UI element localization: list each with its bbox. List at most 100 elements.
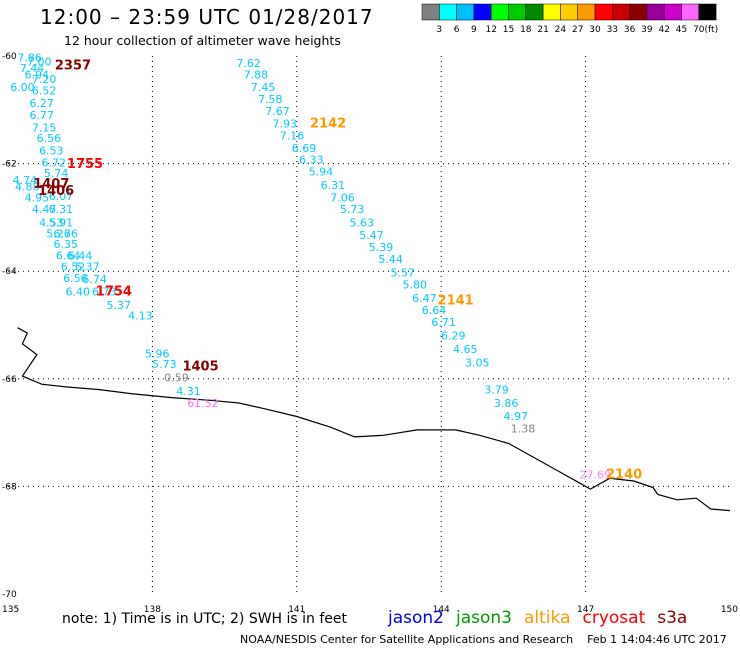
wave-height-label: 7.93 bbox=[273, 118, 298, 131]
coastline bbox=[17, 327, 731, 512]
lon-tick-label: 135 bbox=[2, 605, 19, 615]
wave-height-label: 6.64 bbox=[56, 249, 81, 262]
wave-height-label: 6.31 bbox=[321, 179, 346, 192]
lon-tick-label: 150 bbox=[721, 605, 738, 615]
wave-height-label: 4.31 bbox=[176, 385, 201, 398]
pass-time-label: 1406 bbox=[38, 184, 74, 199]
legend-label: 33 bbox=[607, 25, 618, 35]
wave-height-label: 7.58 bbox=[258, 93, 283, 106]
lat-tick-label: -64 bbox=[2, 267, 17, 277]
legend-label: 45 bbox=[676, 25, 687, 35]
wave-height-label: 7.20 bbox=[32, 73, 57, 86]
wave-height-label: 4.88 bbox=[15, 181, 40, 194]
wave-height-label: 5.73 bbox=[152, 358, 177, 371]
pass-time-label: 1405 bbox=[182, 360, 218, 375]
wave-height-label: 6.74 bbox=[82, 273, 107, 286]
lat-tick-label: -62 bbox=[2, 160, 17, 170]
wave-height-label: 5.94 bbox=[309, 165, 334, 178]
wave-height-label: 5.96 bbox=[145, 347, 170, 360]
wave-height-label: 4.13 bbox=[128, 310, 153, 323]
wave-height-label: 6.27 bbox=[29, 97, 54, 110]
wave-height-label: 6.47 bbox=[412, 292, 437, 305]
pass-time-label: 2357 bbox=[55, 58, 91, 73]
wave-height-label: 6.56 bbox=[37, 132, 62, 145]
wave-height-label: 7.00 bbox=[27, 56, 52, 69]
satellite-name: altika bbox=[524, 608, 571, 628]
wave-height-label: 5.80 bbox=[402, 278, 427, 291]
legend-label: 3 bbox=[436, 25, 442, 35]
wave-height-label: 7.67 bbox=[265, 105, 290, 118]
wave-height-label: 1.38 bbox=[511, 423, 536, 436]
wave-height-label: 4.53 bbox=[39, 217, 64, 230]
footer-note: note: 1) Time is in UTC; 2) SWH is in fe… bbox=[62, 611, 348, 627]
legend-label: 36 bbox=[624, 25, 636, 35]
wave-height-label: 5.37 bbox=[75, 261, 100, 274]
legend-label: 15 bbox=[503, 25, 514, 35]
lat-tick-label: -70 bbox=[2, 590, 17, 600]
legend-label: 24 bbox=[555, 25, 567, 35]
legend-label: 12 bbox=[485, 25, 496, 35]
wave-height-label: 5.37 bbox=[106, 299, 131, 312]
wave-height-label: 6.52 bbox=[32, 85, 57, 98]
satellite-name: jason2 bbox=[388, 608, 444, 628]
legend-label: 42 bbox=[658, 25, 669, 35]
credit-line: NOAA/NESDIS Center for Satellite Applica… bbox=[240, 633, 727, 646]
wave-height-label: 3.05 bbox=[465, 356, 490, 369]
wave-height-label: 6.56 bbox=[63, 272, 88, 285]
wave-height-label: 6.35 bbox=[54, 238, 79, 251]
wave-height-label: 6.73 bbox=[92, 285, 117, 298]
wave-height-label: 6.40 bbox=[66, 285, 91, 298]
wave-height-label: 4.95 bbox=[25, 191, 50, 204]
wave-height-label: 6.33 bbox=[299, 154, 324, 167]
legend-swatch bbox=[698, 3, 717, 21]
wave-height-label: 6.94 bbox=[25, 69, 50, 82]
pass-time-label: 2141 bbox=[438, 294, 474, 309]
wave-height-label: 4.47 bbox=[32, 203, 57, 216]
wave-height-label: 5.91 bbox=[49, 217, 74, 230]
wave-height-label: 6.53 bbox=[39, 144, 64, 157]
lon-tick-label: 138 bbox=[144, 605, 161, 615]
wave-height-label: 27.69 bbox=[579, 468, 611, 481]
lon-tick-label: 144 bbox=[433, 605, 450, 615]
map-subtitle: 12 hour collection of altimeter wave hei… bbox=[64, 33, 341, 48]
legend-label: 6 bbox=[454, 25, 460, 35]
wave-height-label: 5.44 bbox=[378, 253, 403, 266]
legend-label: 30 bbox=[589, 25, 601, 35]
wave-height-label: 6.00 bbox=[10, 81, 35, 94]
wave-height-label: 6.69 bbox=[292, 142, 317, 155]
pass-time-label: 1755 bbox=[67, 157, 103, 172]
wave-height-label: 5.39 bbox=[369, 241, 394, 254]
wave-height-label: 6.07 bbox=[49, 190, 74, 203]
wave-height-label: 4.74 bbox=[13, 174, 38, 187]
generation-timestamp: Feb 1 14:04:46 UTC 2017 bbox=[587, 633, 727, 646]
pass-time-label: 1754 bbox=[96, 284, 132, 299]
satellite-name: s3a bbox=[657, 608, 688, 628]
legend-label: 21 bbox=[537, 25, 548, 35]
credit-text: NOAA/NESDIS Center for Satellite Applica… bbox=[240, 633, 574, 646]
wave-height-label: 5.47 bbox=[359, 229, 384, 242]
wave-height-label: 7.86 bbox=[17, 51, 42, 64]
wave-height-label: 5.63 bbox=[350, 217, 375, 230]
wave-height-label: 5.74 bbox=[44, 167, 69, 180]
legend-label: 70 bbox=[693, 25, 705, 35]
legend-label: 27 bbox=[572, 25, 583, 35]
wave-height-label: 6.44 bbox=[68, 249, 93, 262]
wave-height-label: 6.29 bbox=[441, 330, 466, 343]
legend-unit: (ft) bbox=[705, 25, 719, 35]
wave-height-label: 7.44 bbox=[20, 62, 45, 75]
legend-label: 9 bbox=[471, 25, 477, 35]
wave-height-label: 7.06 bbox=[330, 191, 355, 204]
satellite-name: cryosat bbox=[582, 608, 646, 628]
satellite-name: jason3 bbox=[456, 608, 512, 628]
wave-height-label: 6.76 bbox=[54, 227, 79, 240]
wave-height-label: 6.71 bbox=[431, 316, 456, 329]
wave-height-label: 5.73 bbox=[340, 203, 365, 216]
wave-height-label: 0.59 bbox=[164, 371, 189, 384]
wave-height-label: 6.72 bbox=[41, 156, 66, 169]
lat-tick-label: -68 bbox=[2, 482, 17, 492]
wave-height-label: 4.65 bbox=[453, 343, 478, 356]
lon-tick-label: 141 bbox=[288, 605, 305, 615]
lat-tick-label: -60 bbox=[2, 52, 17, 62]
wave-height-label: 5.26 bbox=[46, 227, 71, 240]
